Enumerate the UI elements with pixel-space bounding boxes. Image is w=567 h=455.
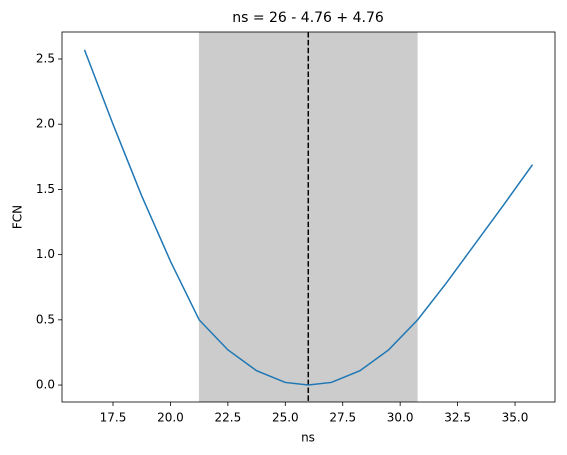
plot-frame xyxy=(61,31,556,403)
y-tick-label: 2.5 xyxy=(36,51,55,65)
x-tick-label: 32.5 xyxy=(444,411,471,425)
chart-title: ns = 26 - 4.76 + 4.76 xyxy=(232,10,384,26)
y-tick-label: 2.0 xyxy=(36,117,55,131)
x-tick-label: 30.0 xyxy=(387,411,414,425)
x-tick-label: 20.0 xyxy=(157,411,184,425)
x-tick-label: 25.0 xyxy=(272,411,299,425)
y-tick-label: 1.5 xyxy=(36,182,55,196)
x-tick-label: 27.5 xyxy=(329,411,356,425)
y-tick-label: 0.5 xyxy=(36,312,55,326)
fcn-curve xyxy=(83,49,534,386)
y-tick-label: 0.0 xyxy=(36,378,55,392)
x-tick-label: 35.0 xyxy=(502,411,529,425)
y-tick-label: 1.0 xyxy=(36,247,55,261)
x-axis-label: ns xyxy=(301,431,315,445)
y-axis-label: FCN xyxy=(11,205,25,229)
x-tick-label: 22.5 xyxy=(215,411,242,425)
x-tick-label: 17.5 xyxy=(100,411,127,425)
